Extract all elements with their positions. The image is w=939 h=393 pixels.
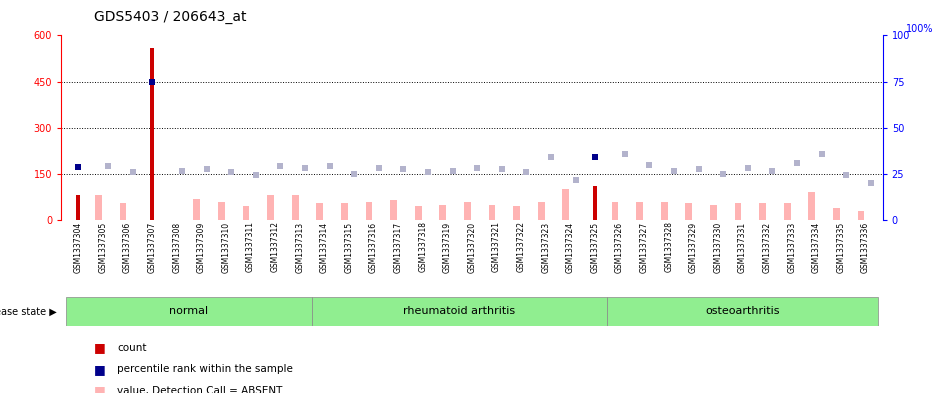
Point bbox=[371, 165, 386, 171]
Point bbox=[223, 169, 239, 176]
Text: value, Detection Call = ABSENT: value, Detection Call = ABSENT bbox=[117, 386, 283, 393]
Bar bbox=[218, 202, 224, 220]
Bar bbox=[464, 202, 470, 220]
Bar bbox=[391, 200, 397, 220]
Bar bbox=[685, 203, 692, 220]
Point bbox=[863, 180, 878, 186]
Point bbox=[814, 151, 829, 157]
Point bbox=[839, 172, 854, 178]
Bar bbox=[365, 202, 373, 220]
Bar bbox=[784, 203, 791, 220]
Bar bbox=[119, 203, 127, 220]
Point bbox=[587, 154, 602, 160]
Point bbox=[470, 165, 485, 171]
Bar bbox=[710, 205, 716, 220]
Text: count: count bbox=[117, 343, 146, 353]
Text: normal: normal bbox=[169, 307, 208, 316]
Bar bbox=[95, 195, 101, 220]
Point bbox=[667, 168, 682, 174]
Point bbox=[100, 163, 115, 169]
Bar bbox=[242, 206, 250, 220]
Point bbox=[396, 166, 411, 173]
Bar bbox=[76, 195, 81, 220]
Point bbox=[273, 163, 288, 169]
Point bbox=[346, 171, 362, 177]
Point bbox=[298, 165, 313, 171]
Text: GDS5403 / 206643_at: GDS5403 / 206643_at bbox=[94, 10, 246, 24]
Bar bbox=[312, 297, 608, 326]
Bar bbox=[759, 203, 766, 220]
Bar bbox=[268, 195, 274, 220]
Point bbox=[617, 151, 632, 157]
Bar bbox=[150, 48, 154, 220]
Bar bbox=[833, 208, 839, 220]
Point bbox=[445, 168, 460, 174]
Point bbox=[790, 160, 805, 166]
Bar bbox=[661, 202, 668, 220]
Bar bbox=[608, 297, 878, 326]
Text: rheumatoid arthritis: rheumatoid arthritis bbox=[404, 307, 516, 316]
Bar bbox=[593, 186, 597, 220]
Point bbox=[145, 79, 160, 85]
Point bbox=[716, 171, 731, 177]
Point bbox=[199, 166, 214, 173]
Bar bbox=[193, 198, 200, 220]
Bar bbox=[808, 192, 815, 220]
Bar bbox=[341, 203, 347, 220]
Bar bbox=[514, 206, 520, 220]
Point bbox=[740, 165, 755, 171]
Text: percentile rank within the sample: percentile rank within the sample bbox=[117, 364, 293, 375]
Bar bbox=[292, 195, 299, 220]
Y-axis label: 100%: 100% bbox=[906, 24, 933, 33]
Bar bbox=[488, 205, 496, 220]
Bar bbox=[637, 202, 643, 220]
Bar bbox=[66, 297, 312, 326]
Bar bbox=[415, 206, 422, 220]
Text: ■: ■ bbox=[94, 384, 106, 393]
Bar bbox=[562, 189, 569, 220]
Bar bbox=[611, 202, 619, 220]
Point bbox=[175, 168, 190, 174]
Point bbox=[421, 169, 436, 176]
Point bbox=[765, 168, 780, 174]
Point bbox=[568, 177, 583, 183]
Point bbox=[642, 162, 657, 168]
Text: ■: ■ bbox=[94, 363, 106, 376]
Point bbox=[494, 166, 509, 173]
Point bbox=[519, 169, 534, 176]
Point bbox=[691, 166, 706, 173]
Bar bbox=[857, 211, 865, 220]
Point bbox=[70, 163, 85, 170]
Bar bbox=[316, 203, 323, 220]
Bar bbox=[734, 203, 742, 220]
Point bbox=[544, 154, 559, 160]
Point bbox=[125, 169, 140, 176]
Point bbox=[322, 163, 337, 169]
Point bbox=[248, 172, 263, 178]
Text: ■: ■ bbox=[94, 341, 106, 354]
Bar bbox=[538, 202, 545, 220]
Text: disease state ▶: disease state ▶ bbox=[0, 307, 56, 316]
Text: osteoarthritis: osteoarthritis bbox=[705, 307, 779, 316]
Bar bbox=[439, 205, 446, 220]
